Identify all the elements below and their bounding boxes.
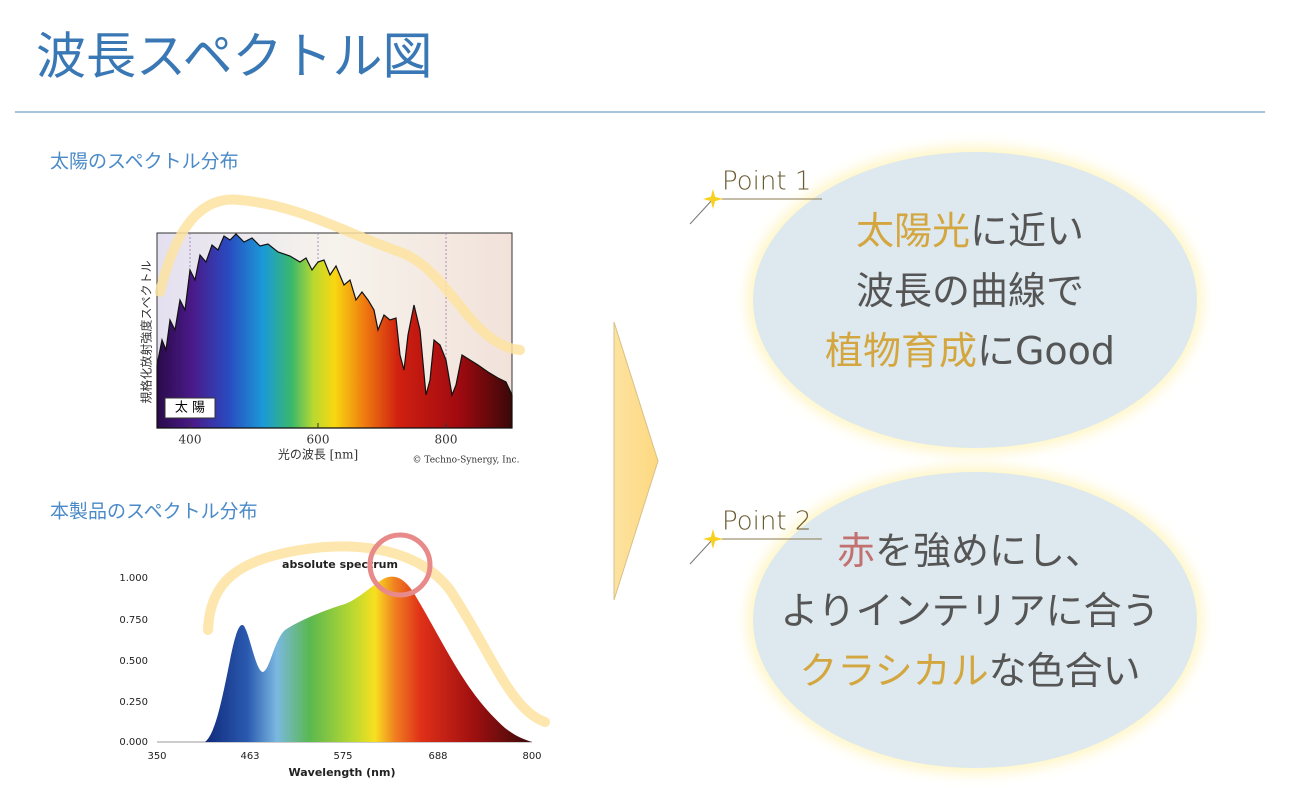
text-segment: な色合い <box>989 649 1141 693</box>
overlay-curve <box>155 194 525 355</box>
legend-label: 太 陽 <box>175 401 205 416</box>
sparkle <box>703 529 723 549</box>
text-segment: 植物育成 <box>825 329 977 373</box>
y-tick-label: 0.250 <box>119 697 148 708</box>
overlay-curve <box>203 541 550 727</box>
y-tick-label: 0.750 <box>119 615 148 626</box>
point-line: クラシカルな色合い <box>799 649 1140 693</box>
highlight-circle <box>367 532 433 598</box>
x-tick-label: 575 <box>333 751 352 762</box>
x-ticks: 400 600 800 <box>179 423 458 447</box>
y-tick-label: 0.000 <box>119 737 148 748</box>
x-axis-label: 光の波長 [nm] <box>278 448 358 462</box>
bubble <box>753 152 1197 448</box>
text-segment: 波長の曲線で <box>856 269 1084 313</box>
text-segment: よりインテリアに合う <box>780 589 1159 633</box>
y-axis-label: 規格化放射強度スペクトル <box>139 260 154 403</box>
x-tick-label: 400 <box>179 433 202 447</box>
point-line: 植物育成にGood <box>825 329 1115 373</box>
point-label: Point 2 <box>722 507 811 537</box>
legend-box <box>164 397 216 419</box>
point-line: よりインテリアに合う <box>780 589 1159 633</box>
text-segment: クラシカル <box>799 649 988 693</box>
sparkle <box>703 189 723 209</box>
page-title: 波長スペクトル図 <box>36 28 433 86</box>
chart-title: absolute spectrum <box>282 558 398 571</box>
sparkle-tail <box>689 198 714 225</box>
bubble <box>753 472 1197 768</box>
y-tick-label: 0.500 <box>119 656 148 667</box>
arrow <box>613 321 659 601</box>
x-tick-label: 800 <box>435 433 458 447</box>
point-line: 赤を強めにし、 <box>837 529 1103 573</box>
x-tick-label: 800 <box>522 751 541 762</box>
text-segment: にGood <box>977 329 1115 373</box>
text-segment: に近い <box>970 209 1084 253</box>
x-tick-label: 600 <box>307 433 330 447</box>
x-axis-label: Wavelength (nm) <box>289 766 396 779</box>
ticks: 350 463 575 688 800 1.000 0.750 0.500 0.250 0.000 <box>119 573 541 762</box>
point-line: 波長の曲線で <box>856 269 1084 313</box>
point-label: Point 1 <box>722 167 811 197</box>
x-tick-label: 463 <box>240 751 259 762</box>
y-tick-label: 1.000 <box>119 573 148 584</box>
x-tick-label: 350 <box>147 751 166 762</box>
x-tick-label: 688 <box>428 751 447 762</box>
sparkle-tail <box>689 538 714 565</box>
text-segment: 太陽光 <box>856 209 970 253</box>
sun-spectrum <box>156 233 513 429</box>
product-spectrum <box>205 576 532 742</box>
text-segment: 赤 <box>837 529 875 573</box>
credit: © Techno-Synergy, Inc. <box>413 456 520 466</box>
section-heading: 太陽のスペクトル分布 <box>50 151 239 173</box>
text-segment: を強めにし、 <box>875 529 1103 573</box>
point-line: 太陽光に近い <box>856 209 1084 253</box>
section-heading: 本製品のスペクトル分布 <box>50 501 258 523</box>
